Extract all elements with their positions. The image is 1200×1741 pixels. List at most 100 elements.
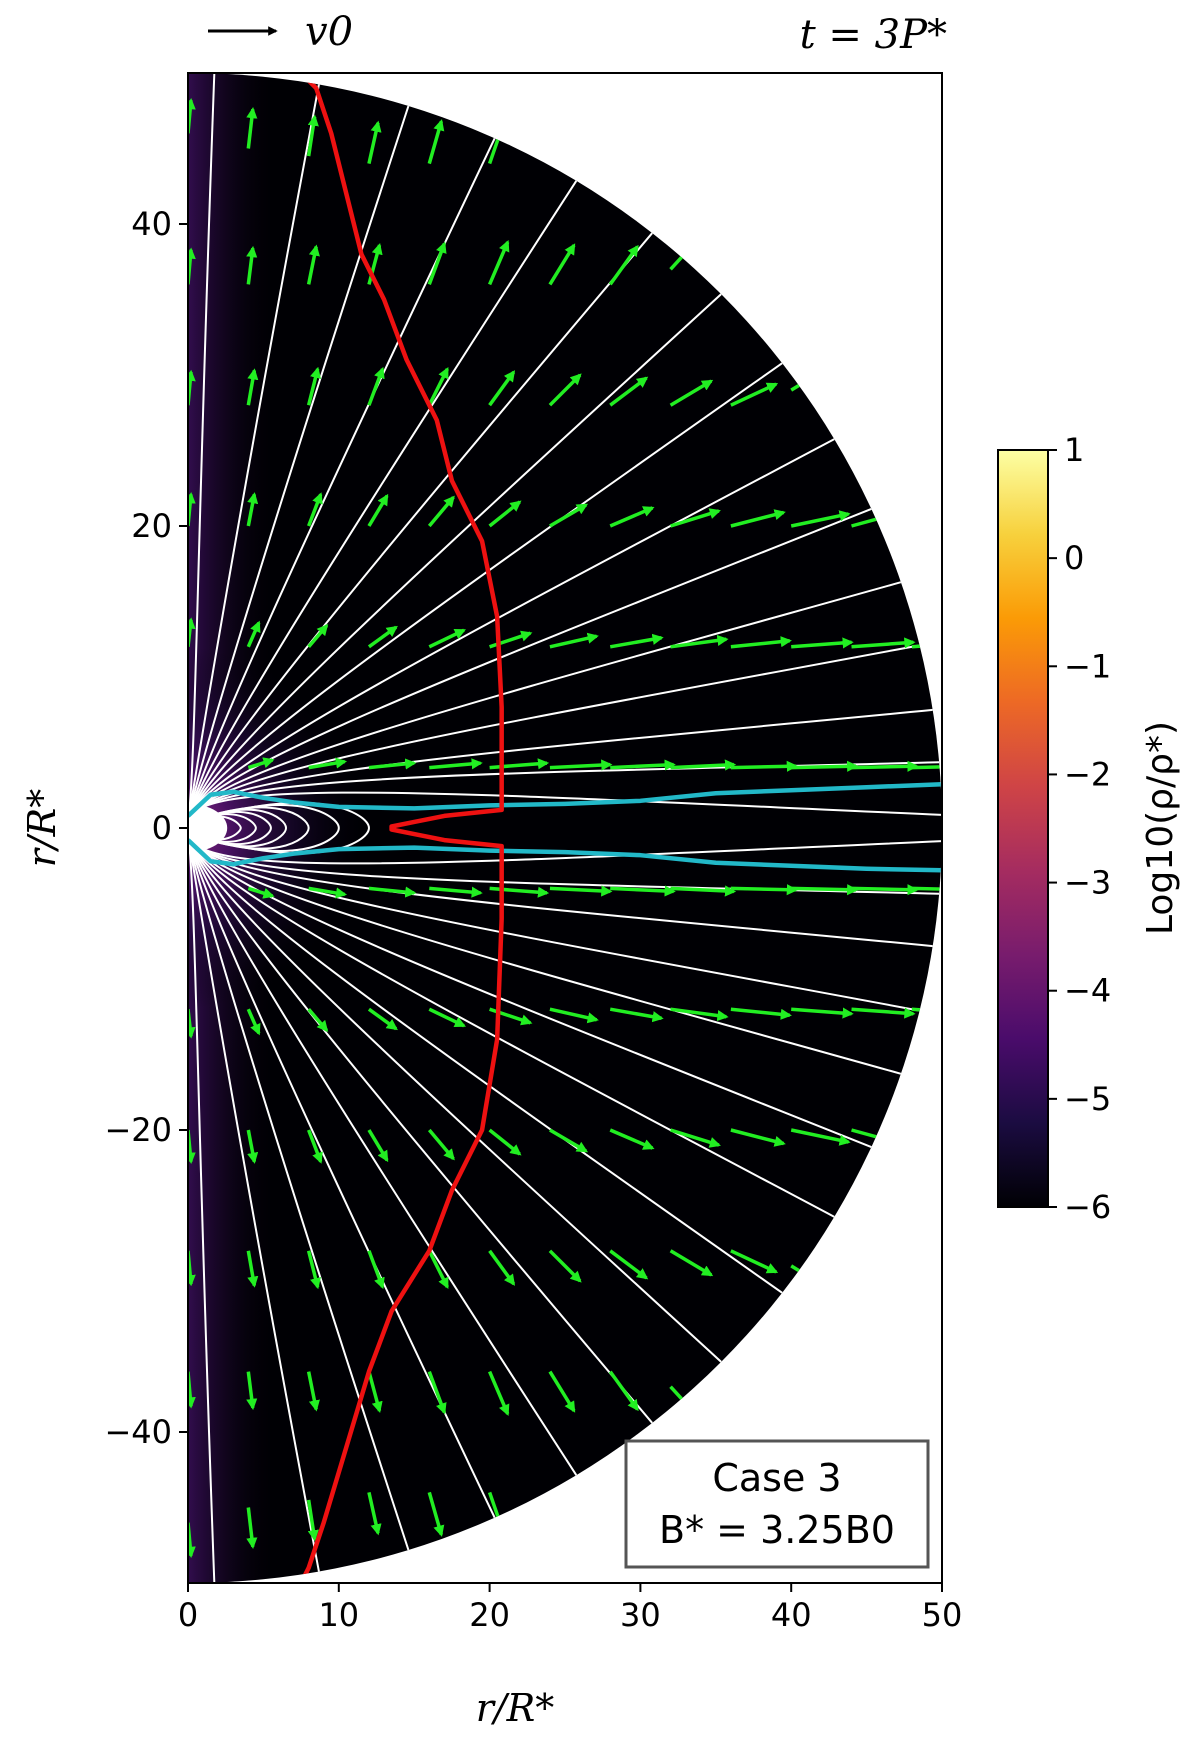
- case-title: Case 3: [712, 1456, 841, 1500]
- velocity-vector: [790, 510, 851, 528]
- velocity-vector: [367, 625, 398, 649]
- velocity-vector: [367, 1250, 385, 1290]
- x-tick-label: 30: [620, 1596, 661, 1634]
- velocity-vector: [247, 757, 275, 770]
- x-tick-label: 20: [469, 1596, 510, 1634]
- velocity-vector: [730, 884, 798, 896]
- velocity-vector: [367, 1371, 383, 1414]
- case-box: Case 3 B* = 3.25B0: [624, 1439, 930, 1569]
- cyan-contours: [188, 781, 942, 873]
- magnetic-field-lines: [188, 73, 942, 1583]
- velocity-vector: [488, 1128, 522, 1156]
- x-tick-label: 40: [771, 1596, 812, 1634]
- velocity-vector: [549, 759, 613, 771]
- velocity-vector: [730, 382, 779, 407]
- velocity-vector: [306, 114, 319, 157]
- velocity-vector: [549, 1128, 589, 1153]
- velocity-vector: [487, 240, 510, 286]
- velocity-vector: [247, 886, 275, 899]
- velocity-vector: [730, 1128, 786, 1147]
- velocity-vector: [549, 503, 589, 528]
- case-field: B* = 3.25B0: [659, 1508, 895, 1552]
- field-line: [188, 833, 578, 1476]
- velocity-vector: [307, 1129, 323, 1164]
- velocity-vector: [609, 506, 655, 528]
- colorbar-tick-label: −2: [1064, 755, 1111, 793]
- velocity-vector: [307, 492, 323, 527]
- velocity-vector: [851, 760, 919, 772]
- field-line: [188, 833, 320, 1572]
- velocity-vector: [427, 1370, 447, 1415]
- velocity-vector: [367, 120, 382, 164]
- velocity-vector: [609, 1249, 649, 1280]
- velocity-vector: [307, 1008, 329, 1033]
- velocity-vector: [548, 1249, 582, 1283]
- simulation-domain: [188, 73, 942, 1583]
- velocity-vector: [609, 1007, 664, 1023]
- field-line: [188, 180, 578, 823]
- velocity-vector: [367, 1007, 398, 1031]
- velocity-vector: [488, 500, 522, 528]
- velocity-vector: [610, 759, 676, 771]
- colorbar-tick-label: 0: [1064, 539, 1084, 577]
- velocity-vector: [306, 1250, 321, 1290]
- x-axis-ticks: 0 10 20 30 40 50: [178, 1583, 962, 1634]
- velocity-vector: [428, 1007, 466, 1028]
- velocity-vector: [911, 764, 942, 770]
- velocity-vector: [429, 886, 483, 898]
- colorbar-tick-label: −5: [1064, 1080, 1111, 1118]
- colorbar-tick-label: −3: [1064, 864, 1111, 902]
- x-tick-label: 0: [178, 1596, 198, 1634]
- stellar-core: [188, 803, 228, 853]
- velocity-vector: [308, 757, 348, 770]
- field-line: [188, 362, 783, 823]
- velocity-vector: [427, 119, 445, 165]
- field-line: [188, 791, 942, 823]
- colorbar-tick-label: −4: [1064, 972, 1111, 1010]
- velocity-vector: [791, 884, 859, 896]
- velocity-vector: [367, 1492, 382, 1536]
- velocity-vector: [246, 620, 261, 648]
- velocity-vector: [608, 244, 639, 286]
- y-tick-label: 20: [131, 507, 172, 545]
- velocity-vector: [427, 241, 447, 286]
- y-tick-label: −20: [104, 1111, 172, 1149]
- colorbar-tick-label: −1: [1064, 647, 1111, 685]
- velocity-vector: [307, 623, 329, 648]
- y-axis-ticks: 40 20 0 −20 −40: [104, 205, 188, 1451]
- field-line: [188, 438, 835, 823]
- field-line: [188, 73, 216, 823]
- x-tick-label: 10: [318, 1596, 359, 1634]
- velocity-vector: [246, 1507, 258, 1549]
- velocity-vector: [306, 366, 321, 406]
- velocity-vector: [367, 366, 385, 406]
- velocity-vector: [246, 492, 259, 527]
- colorbar: 1 0 −1 −2 −3 −4 −5 −6 Log10(ρ/ρ*): [997, 431, 1181, 1226]
- field-line: [188, 137, 496, 823]
- velocity-vector: [367, 1129, 389, 1163]
- y-tick-label: −40: [104, 1413, 172, 1451]
- red-contour: [299, 73, 504, 1583]
- stellar-density-glow: [188, 647, 369, 1009]
- velocity-vector: [308, 886, 348, 899]
- velocity-vector: [427, 366, 449, 406]
- velocity-vector: [669, 379, 714, 407]
- velocity-vector: [669, 1249, 714, 1277]
- colorbar-tick-label: 1: [1064, 431, 1084, 469]
- velocity-vector: [670, 759, 737, 771]
- velocity-vector: [246, 1371, 258, 1411]
- velocity-key-label: v0: [305, 9, 353, 55]
- velocity-vector: [427, 1250, 449, 1290]
- velocity-vector: [487, 1370, 510, 1416]
- velocity-vector: [306, 1499, 319, 1542]
- velocity-vector: [730, 1007, 792, 1020]
- case-box-frame: [624, 1439, 930, 1569]
- velocity-vector: [427, 495, 455, 528]
- colorbar-label: Log10(ρ/ρ*): [1140, 721, 1181, 935]
- velocity-vector: [246, 1008, 261, 1036]
- field-line: [188, 833, 722, 1363]
- velocity-vector: [730, 1249, 779, 1274]
- velocity-vector: [489, 886, 550, 898]
- y-tick-label: 0: [152, 809, 172, 847]
